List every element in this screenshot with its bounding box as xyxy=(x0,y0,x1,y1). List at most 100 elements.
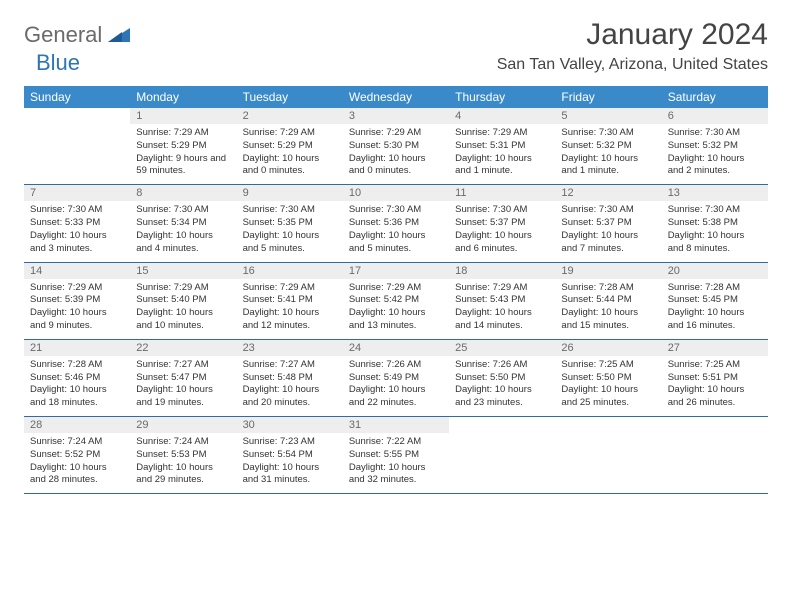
day-body: Sunrise: 7:30 AMSunset: 5:37 PMDaylight:… xyxy=(449,201,555,261)
sunset-text: Sunset: 5:52 PM xyxy=(30,449,124,462)
calendar-day: 25Sunrise: 7:26 AMSunset: 5:50 PMDayligh… xyxy=(449,339,555,416)
day-body: Sunrise: 7:23 AMSunset: 5:54 PMDaylight:… xyxy=(237,433,343,493)
day-number: 30 xyxy=(237,417,343,433)
sunrise-text: Sunrise: 7:25 AM xyxy=(668,359,762,372)
day-number: 20 xyxy=(662,263,768,279)
day-number: 14 xyxy=(24,263,130,279)
calendar-week: 7 Sunrise: 7:30 AM Sunset: 5:33 PM Daylight… xyxy=(24,185,768,262)
calendar-day xyxy=(449,417,555,494)
calendar-day: 11Sunrise: 7:30 AMSunset: 5:37 PMDayligh… xyxy=(449,185,555,262)
day-body: Sunrise: 7:29 AMSunset: 5:39 PMDaylight:… xyxy=(24,279,130,339)
daylight-text: Daylight: 10 hours and 4 minutes. xyxy=(136,230,230,256)
day-number: 6 xyxy=(662,108,768,124)
calendar-day: 30Sunrise: 7:23 AMSunset: 5:54 PMDayligh… xyxy=(237,417,343,494)
day-number: 18 xyxy=(449,263,555,279)
daylight-text: Daylight: 10 hours and 19 minutes. xyxy=(136,384,230,410)
sunrise-text: Sunrise: 7:28 AM xyxy=(668,282,762,295)
day-body: Sunrise: 7:28 AMSunset: 5:45 PMDaylight:… xyxy=(662,279,768,339)
day-body: Sunrise: 7:29 AMSunset: 5:41 PMDaylight:… xyxy=(237,279,343,339)
sunrise-text: Sunrise: 7:30 AM xyxy=(243,204,337,217)
sunrise-text: Sunrise: 7:22 AM xyxy=(349,436,443,449)
sunrise-text: Sunrise: 7:23 AM xyxy=(243,436,337,449)
daylight-text: Daylight: 10 hours and 23 minutes. xyxy=(455,384,549,410)
calendar-day: 31Sunrise: 7:22 AMSunset: 5:55 PMDayligh… xyxy=(343,417,449,494)
title-block: January 2024 San Tan Valley, Arizona, Un… xyxy=(497,18,768,74)
daylight-text: Daylight: 10 hours and 32 minutes. xyxy=(349,462,443,488)
calendar-week: 14Sunrise: 7:29 AMSunset: 5:39 PMDayligh… xyxy=(24,262,768,339)
logo-text-blue: Blue xyxy=(36,50,80,76)
calendar-day: 20Sunrise: 7:28 AMSunset: 5:45 PMDayligh… xyxy=(662,262,768,339)
calendar-day: 15Sunrise: 7:29 AMSunset: 5:40 PMDayligh… xyxy=(130,262,236,339)
day-number: 2 xyxy=(237,108,343,124)
weekday-header: Sunday xyxy=(24,86,130,108)
calendar-day: 29Sunrise: 7:24 AMSunset: 5:53 PMDayligh… xyxy=(130,417,236,494)
calendar-day: 19Sunrise: 7:28 AMSunset: 5:44 PMDayligh… xyxy=(555,262,661,339)
sunrise-text: Sunrise: 7:29 AM xyxy=(243,282,337,295)
logo-mark-icon xyxy=(108,24,130,47)
sunset-text: Sunset: 5:40 PM xyxy=(136,294,230,307)
day-number: 22 xyxy=(130,340,236,356)
sunset-text: Sunset: 5:33 PM xyxy=(30,217,124,230)
day-body: Sunrise: 7:27 AMSunset: 5:47 PMDaylight:… xyxy=(130,356,236,416)
daylight-text: Daylight: 10 hours and 5 minutes. xyxy=(349,230,443,256)
calendar-day: 27Sunrise: 7:25 AMSunset: 5:51 PMDayligh… xyxy=(662,339,768,416)
day-body: Sunrise: 7:22 AMSunset: 5:55 PMDaylight:… xyxy=(343,433,449,493)
daylight-text: Daylight: 10 hours and 9 minutes. xyxy=(30,307,124,333)
sunrise-text: Sunrise: 7:30 AM xyxy=(668,127,762,140)
sunrise-text: Sunrise: 7:30 AM xyxy=(136,204,230,217)
day-number: 15 xyxy=(130,263,236,279)
sunset-text: Sunset: 5:49 PM xyxy=(349,372,443,385)
sunrise-text: Sunrise: 7:30 AM xyxy=(561,204,655,217)
sunset-text: Sunset: 5:44 PM xyxy=(561,294,655,307)
daylight-text: Daylight: 9 hours and 59 minutes. xyxy=(136,153,230,179)
calendar-day: 17Sunrise: 7:29 AMSunset: 5:42 PMDayligh… xyxy=(343,262,449,339)
day-body xyxy=(449,433,555,491)
weekday-header: Tuesday xyxy=(237,86,343,108)
sunrise-text: Sunrise: 7:30 AM xyxy=(561,127,655,140)
sunset-text: Sunset: 5:29 PM xyxy=(243,140,337,153)
sunset-text: Sunset: 5:53 PM xyxy=(136,449,230,462)
daylight-text: Daylight: 10 hours and 6 minutes. xyxy=(455,230,549,256)
sunrise-text: Sunrise: 7:27 AM xyxy=(136,359,230,372)
day-body: Sunrise: 7:29 AMSunset: 5:43 PMDaylight:… xyxy=(449,279,555,339)
day-number: 13 xyxy=(662,185,768,201)
daylight-text: Daylight: 10 hours and 20 minutes. xyxy=(243,384,337,410)
day-body: Sunrise: 7:29 AMSunset: 5:40 PMDaylight:… xyxy=(130,279,236,339)
location-text: San Tan Valley, Arizona, United States xyxy=(497,56,768,74)
calendar-day: 9Sunrise: 7:30 AMSunset: 5:35 PMDaylight… xyxy=(237,185,343,262)
daylight-text: Daylight: 10 hours and 28 minutes. xyxy=(30,462,124,488)
day-body xyxy=(24,124,130,182)
day-body: Sunrise: 7:25 AMSunset: 5:51 PMDaylight:… xyxy=(662,356,768,416)
day-body: Sunrise: 7:29 AMSunset: 5:31 PMDaylight:… xyxy=(449,124,555,184)
day-number: 8 xyxy=(130,185,236,201)
calendar-day: 1Sunrise: 7:29 AMSunset: 5:29 PMDaylight… xyxy=(130,108,236,185)
sunrise-text: Sunrise: 7:27 AM xyxy=(243,359,337,372)
calendar-day: 13Sunrise: 7:30 AMSunset: 5:38 PMDayligh… xyxy=(662,185,768,262)
day-body: Sunrise: 7:27 AMSunset: 5:48 PMDaylight:… xyxy=(237,356,343,416)
daylight-text: Daylight: 10 hours and 0 minutes. xyxy=(243,153,337,179)
sunset-text: Sunset: 5:46 PM xyxy=(30,372,124,385)
sunset-text: Sunset: 5:35 PM xyxy=(243,217,337,230)
calendar-day: 14Sunrise: 7:29 AMSunset: 5:39 PMDayligh… xyxy=(24,262,130,339)
day-body: Sunrise: 7:29 AMSunset: 5:29 PMDaylight:… xyxy=(130,124,236,184)
day-body: Sunrise: 7:25 AMSunset: 5:50 PMDaylight:… xyxy=(555,356,661,416)
calendar-day: 5Sunrise: 7:30 AMSunset: 5:32 PMDaylight… xyxy=(555,108,661,185)
weekday-header: Thursday xyxy=(449,86,555,108)
daylight-text: Daylight: 10 hours and 29 minutes. xyxy=(136,462,230,488)
day-number: 29 xyxy=(130,417,236,433)
day-number: 3 xyxy=(343,108,449,124)
daylight-text: Daylight: 10 hours and 15 minutes. xyxy=(561,307,655,333)
sunset-text: Sunset: 5:50 PM xyxy=(455,372,549,385)
month-title: January 2024 xyxy=(497,18,768,52)
day-body xyxy=(555,433,661,491)
weekday-header: Friday xyxy=(555,86,661,108)
day-body: Sunrise: 7:29 AMSunset: 5:29 PMDaylight:… xyxy=(237,124,343,184)
sunrise-text: Sunrise: 7:30 AM xyxy=(668,204,762,217)
daylight-text: Daylight: 10 hours and 10 minutes. xyxy=(136,307,230,333)
sunrise-text: Sunrise: 7:26 AM xyxy=(455,359,549,372)
day-number: 7 xyxy=(24,185,130,201)
sunset-text: Sunset: 5:55 PM xyxy=(349,449,443,462)
calendar-day: 12Sunrise: 7:30 AMSunset: 5:37 PMDayligh… xyxy=(555,185,661,262)
daylight-text: Daylight: 10 hours and 2 minutes. xyxy=(668,153,762,179)
calendar-day xyxy=(24,108,130,185)
